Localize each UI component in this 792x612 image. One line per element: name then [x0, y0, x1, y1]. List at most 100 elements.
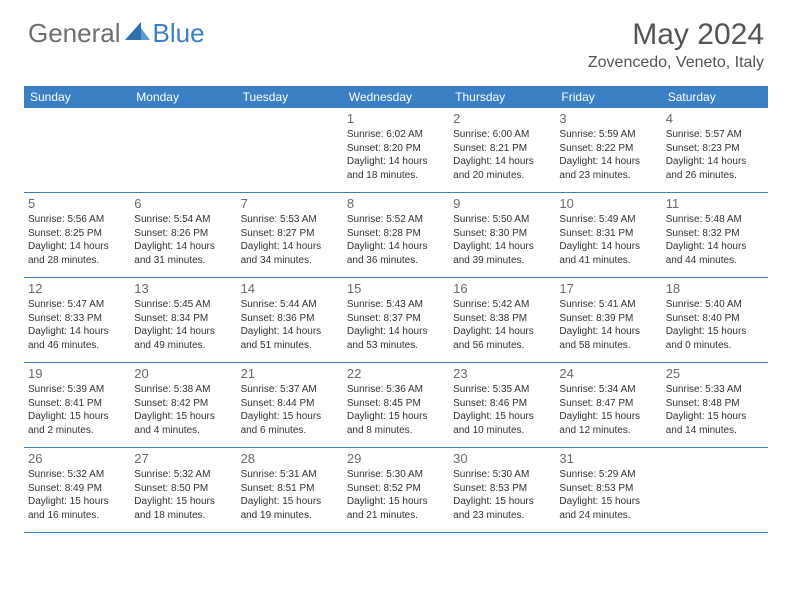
day-number: 3 — [559, 111, 657, 126]
day-info: Sunrise: 5:50 AMSunset: 8:30 PMDaylight:… — [453, 213, 551, 267]
day-cell: 19 Sunrise: 5:39 AMSunset: 8:41 PMDayligh… — [24, 363, 130, 447]
day-info: Sunrise: 5:37 AMSunset: 8:44 PMDaylight:… — [241, 383, 339, 437]
weeks-container: 1 Sunrise: 6:02 AMSunset: 8:20 PMDaylight… — [24, 108, 768, 533]
day-number: 27 — [134, 451, 232, 466]
day-cell: 5Sunrise: 5:56 AMSunset: 8:25 PMDaylight… — [24, 193, 130, 277]
day-number: 17 — [559, 281, 657, 296]
day-cell: 15 Sunrise: 5:43 AMSunset: 8:37 PMDayligh… — [343, 278, 449, 362]
day-info: Sunrise: 5:49 AMSunset: 8:31 PMDaylight:… — [559, 213, 657, 267]
day-cell: 10 Sunrise: 5:49 AMSunset: 8:31 PMDayligh… — [555, 193, 661, 277]
day-cell: 6Sunrise: 5:54 AMSunset: 8:26 PMDaylight… — [130, 193, 236, 277]
day-info: Sunrise: 5:52 AMSunset: 8:28 PMDaylight:… — [347, 213, 445, 267]
day-cell: 16 Sunrise: 5:42 AMSunset: 8:38 PMDayligh… — [449, 278, 555, 362]
weekday-header: Friday — [555, 86, 661, 108]
day-number: 10 — [559, 196, 657, 211]
week-row: 26 Sunrise: 5:32 AMSunset: 8:49 PMDayligh… — [24, 448, 768, 533]
day-info: Sunrise: 5:39 AMSunset: 8:41 PMDaylight:… — [28, 383, 126, 437]
day-info: Sunrise: 5:31 AMSunset: 8:51 PMDaylight:… — [241, 468, 339, 522]
day-number: 9 — [453, 196, 551, 211]
day-cell: 3 Sunrise: 5:59 AMSunset: 8:22 PMDaylight… — [555, 108, 661, 192]
calendar: SundayMondayTuesdayWednesdayThursdayFrid… — [0, 86, 792, 533]
weekday-header: Sunday — [24, 86, 130, 108]
header: General Blue May 2024 Zovencedo, Veneto,… — [0, 0, 792, 78]
weekday-header: Wednesday — [343, 86, 449, 108]
day-number: 28 — [241, 451, 339, 466]
day-cell: 9 Sunrise: 5:50 AMSunset: 8:30 PMDaylight… — [449, 193, 555, 277]
day-info: Sunrise: 5:40 AMSunset: 8:40 PMDaylight:… — [666, 298, 764, 352]
month-title: May 2024 — [588, 18, 764, 52]
day-info: Sunrise: 6:02 AMSunset: 8:20 PMDaylight:… — [347, 128, 445, 182]
day-number: 15 — [347, 281, 445, 296]
day-info: Sunrise: 5:35 AMSunset: 8:46 PMDaylight:… — [453, 383, 551, 437]
weekday-header: Monday — [130, 86, 236, 108]
day-cell: 22Sunrise: 5:36 AMSunset: 8:45 PMDayligh… — [343, 363, 449, 447]
week-row: 19 Sunrise: 5:39 AMSunset: 8:41 PMDayligh… — [24, 363, 768, 448]
weekday-header: Tuesday — [237, 86, 343, 108]
day-info: Sunrise: 5:53 AMSunset: 8:27 PMDaylight:… — [241, 213, 339, 267]
day-info: Sunrise: 5:57 AMSunset: 8:23 PMDaylight:… — [666, 128, 764, 182]
day-number: 24 — [559, 366, 657, 381]
day-info: Sunrise: 5:30 AMSunset: 8:52 PMDaylight:… — [347, 468, 445, 522]
day-cell: 25 Sunrise: 5:33 AMSunset: 8:48 PMDayligh… — [662, 363, 768, 447]
day-cell — [130, 108, 236, 192]
day-number: 25 — [666, 366, 764, 381]
day-info: Sunrise: 5:34 AMSunset: 8:47 PMDaylight:… — [559, 383, 657, 437]
day-cell: 1 Sunrise: 6:02 AMSunset: 8:20 PMDaylight… — [343, 108, 449, 192]
day-number: 21 — [241, 366, 339, 381]
day-info: Sunrise: 5:30 AMSunset: 8:53 PMDaylight:… — [453, 468, 551, 522]
day-cell: 14 Sunrise: 5:44 AMSunset: 8:36 PMDayligh… — [237, 278, 343, 362]
day-number: 31 — [559, 451, 657, 466]
day-info: Sunrise: 5:56 AMSunset: 8:25 PMDaylight:… — [28, 213, 126, 267]
day-number: 22 — [347, 366, 445, 381]
day-info: Sunrise: 5:32 AMSunset: 8:49 PMDaylight:… — [28, 468, 126, 522]
day-cell: 12 Sunrise: 5:47 AMSunset: 8:33 PMDayligh… — [24, 278, 130, 362]
day-cell: 20 Sunrise: 5:38 AMSunset: 8:42 PMDayligh… — [130, 363, 236, 447]
day-cell — [662, 448, 768, 532]
day-number: 14 — [241, 281, 339, 296]
day-cell: 7 Sunrise: 5:53 AMSunset: 8:27 PMDaylight… — [237, 193, 343, 277]
weekday-header: Thursday — [449, 86, 555, 108]
day-number: 1 — [347, 111, 445, 126]
day-number: 12 — [28, 281, 126, 296]
day-info: Sunrise: 5:45 AMSunset: 8:34 PMDaylight:… — [134, 298, 232, 352]
day-info: Sunrise: 5:32 AMSunset: 8:50 PMDaylight:… — [134, 468, 232, 522]
logo-text-blue: Blue — [153, 18, 205, 49]
day-cell — [24, 108, 130, 192]
day-info: Sunrise: 5:47 AMSunset: 8:33 PMDaylight:… — [28, 298, 126, 352]
day-info: Sunrise: 5:44 AMSunset: 8:36 PMDaylight:… — [241, 298, 339, 352]
day-number: 6 — [134, 196, 232, 211]
day-number: 11 — [666, 196, 764, 211]
day-number: 2 — [453, 111, 551, 126]
title-block: May 2024 Zovencedo, Veneto, Italy — [588, 18, 764, 72]
day-number: 30 — [453, 451, 551, 466]
logo-text-general: General — [28, 18, 121, 49]
day-cell: 27 Sunrise: 5:32 AMSunset: 8:50 PMDayligh… — [130, 448, 236, 532]
day-number: 18 — [666, 281, 764, 296]
day-info: Sunrise: 5:43 AMSunset: 8:37 PMDaylight:… — [347, 298, 445, 352]
day-number: 19 — [28, 366, 126, 381]
day-cell: 23 Sunrise: 5:35 AMSunset: 8:46 PMDayligh… — [449, 363, 555, 447]
location-label: Zovencedo, Veneto, Italy — [588, 54, 764, 72]
day-info: Sunrise: 5:41 AMSunset: 8:39 PMDaylight:… — [559, 298, 657, 352]
week-row: 5Sunrise: 5:56 AMSunset: 8:25 PMDaylight… — [24, 193, 768, 278]
day-number: 7 — [241, 196, 339, 211]
day-info: Sunrise: 5:33 AMSunset: 8:48 PMDaylight:… — [666, 383, 764, 437]
day-cell: 2 Sunrise: 6:00 AMSunset: 8:21 PMDaylight… — [449, 108, 555, 192]
day-number: 16 — [453, 281, 551, 296]
day-info: Sunrise: 5:38 AMSunset: 8:42 PMDaylight:… — [134, 383, 232, 437]
day-info: Sunrise: 5:42 AMSunset: 8:38 PMDaylight:… — [453, 298, 551, 352]
day-info: Sunrise: 5:59 AMSunset: 8:22 PMDaylight:… — [559, 128, 657, 182]
day-cell: 18 Sunrise: 5:40 AMSunset: 8:40 PMDayligh… — [662, 278, 768, 362]
weekday-header: Saturday — [662, 86, 768, 108]
day-number: 26 — [28, 451, 126, 466]
day-number: 23 — [453, 366, 551, 381]
day-cell: 28 Sunrise: 5:31 AMSunset: 8:51 PMDayligh… — [237, 448, 343, 532]
day-cell: 24 Sunrise: 5:34 AMSunset: 8:47 PMDayligh… — [555, 363, 661, 447]
day-cell: 29Sunrise: 5:30 AMSunset: 8:52 PMDayligh… — [343, 448, 449, 532]
day-info: Sunrise: 6:00 AMSunset: 8:21 PMDaylight:… — [453, 128, 551, 182]
day-number: 13 — [134, 281, 232, 296]
day-number: 20 — [134, 366, 232, 381]
day-cell: 11Sunrise: 5:48 AMSunset: 8:32 PMDayligh… — [662, 193, 768, 277]
day-cell: 21 Sunrise: 5:37 AMSunset: 8:44 PMDayligh… — [237, 363, 343, 447]
day-cell: 31Sunrise: 5:29 AMSunset: 8:53 PMDayligh… — [555, 448, 661, 532]
